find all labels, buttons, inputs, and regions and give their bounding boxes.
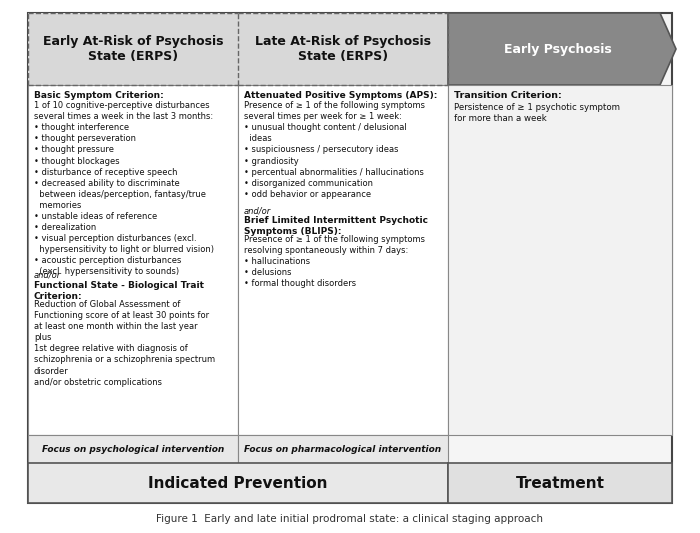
Text: Functional State - Biological Trait
Criterion:: Functional State - Biological Trait Crit… xyxy=(34,281,204,301)
Text: Reduction of Global Assessment of
Functioning score of at least 30 points for
at: Reduction of Global Assessment of Functi… xyxy=(34,300,215,387)
Bar xyxy=(238,85,448,435)
Text: Early At-Risk of Psychosis
State (ERPS): Early At-Risk of Psychosis State (ERPS) xyxy=(43,35,223,63)
Bar xyxy=(28,435,238,463)
Bar xyxy=(28,85,238,435)
Text: Persistence of ≥ 1 psychotic symptom
for more than a week: Persistence of ≥ 1 psychotic symptom for… xyxy=(454,103,620,123)
Polygon shape xyxy=(448,13,676,85)
Text: Focus on psychological intervention: Focus on psychological intervention xyxy=(42,445,224,454)
Bar xyxy=(28,13,238,85)
Bar xyxy=(238,435,448,463)
Text: Transition Criterion:: Transition Criterion: xyxy=(454,91,561,100)
Bar xyxy=(448,85,672,435)
Text: Presence of ≥ 1 of the following symptoms
several times per week for ≥ 1 week:
•: Presence of ≥ 1 of the following symptom… xyxy=(244,101,425,199)
Text: Treatment: Treatment xyxy=(515,475,605,490)
Text: Figure 1  Early and late initial prodromal state: a clinical staging approach: Figure 1 Early and late initial prodroma… xyxy=(157,514,543,524)
Text: Attenuated Positive Symptoms (APS):: Attenuated Positive Symptoms (APS): xyxy=(244,91,438,100)
Bar xyxy=(28,463,448,503)
Text: Presence of ≥ 1 of the following symptoms
resolving spontaneously within 7 days:: Presence of ≥ 1 of the following symptom… xyxy=(244,235,425,288)
Bar xyxy=(238,13,448,85)
Text: and/or: and/or xyxy=(244,206,272,215)
Text: Basic Symptom Criterion:: Basic Symptom Criterion: xyxy=(34,91,164,100)
Text: 1 of 10 cognitive-perceptive disturbances
several times a week in the last 3 mon: 1 of 10 cognitive-perceptive disturbance… xyxy=(34,101,214,277)
Text: Indicated Prevention: Indicated Prevention xyxy=(148,475,328,490)
Text: Late At-Risk of Psychosis
State (ERPS): Late At-Risk of Psychosis State (ERPS) xyxy=(255,35,431,63)
Text: Early Psychosis: Early Psychosis xyxy=(504,43,612,55)
Text: Brief Limited Intermittent Psychotic
Symptoms (BLIPS):: Brief Limited Intermittent Psychotic Sym… xyxy=(244,216,428,236)
Bar xyxy=(448,463,672,503)
Text: and/or: and/or xyxy=(34,271,62,280)
Text: Focus on pharmacological intervention: Focus on pharmacological intervention xyxy=(244,445,442,454)
